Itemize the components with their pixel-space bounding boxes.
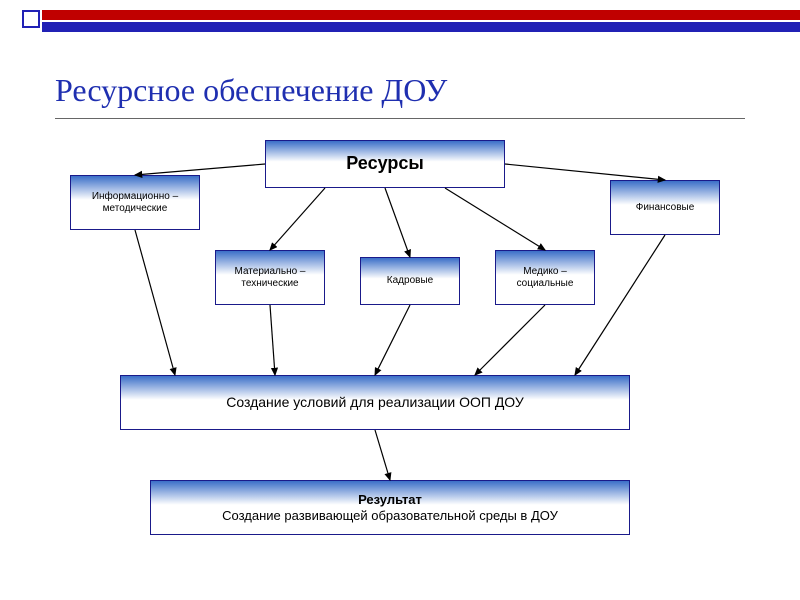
slide-title: Ресурсное обеспечение ДОУ <box>55 72 447 109</box>
box-finance-line-0: Финансовые <box>636 202 695 214</box>
arrow-material-conditions <box>270 305 275 375</box>
box-result-line-1: Создание развивающей образовательной сре… <box>222 508 558 524</box>
box-kadrov-line-0: Кадровые <box>387 275 433 287</box>
arrow-conditions-result <box>375 430 390 480</box>
arrow-resources-info <box>135 164 265 175</box>
header-bar-red <box>42 10 800 20</box>
box-material-line-0: Материально – <box>235 266 306 278</box>
box-conditions: Создание условий для реализации ООП ДОУ <box>120 375 630 430</box>
box-info: Информационно –методические <box>70 175 200 230</box>
title-underline <box>55 118 745 119</box>
box-result: РезультатСоздание развивающей образовате… <box>150 480 630 535</box>
box-info-line-1: методические <box>103 203 168 215</box>
box-medico: Медико –социальные <box>495 250 595 305</box>
box-info-line-0: Информационно – <box>92 191 178 203</box>
box-medico-line-0: Медико – <box>523 266 567 278</box>
box-medico-line-1: социальные <box>517 278 574 290</box>
box-result-line-0: Результат <box>358 492 422 508</box>
slide-canvas: Ресурсное обеспечение ДОУ Ресурсы Информа… <box>0 0 800 600</box>
box-kadrov: Кадровые <box>360 257 460 305</box>
box-resources: Ресурсы <box>265 140 505 188</box>
box-material: Материально –технические <box>215 250 325 305</box>
arrow-info-conditions <box>135 230 175 375</box>
box-finance: Финансовые <box>610 180 720 235</box>
arrow-resources-finance <box>505 164 665 180</box>
arrow-resources-kadrov <box>385 188 410 257</box>
arrow-resources-material <box>270 188 325 250</box>
box-material-line-1: технические <box>241 278 298 290</box>
arrow-kadrov-conditions <box>375 305 410 375</box>
arrow-resources-medico <box>445 188 545 250</box>
box-conditions-line-0: Создание условий для реализации ООП ДОУ <box>226 394 524 411</box>
box-resources-line-0: Ресурсы <box>346 153 424 175</box>
arrow-medico-conditions <box>475 305 545 375</box>
header-corner-square <box>22 10 40 28</box>
header-bar-blue <box>42 22 800 32</box>
